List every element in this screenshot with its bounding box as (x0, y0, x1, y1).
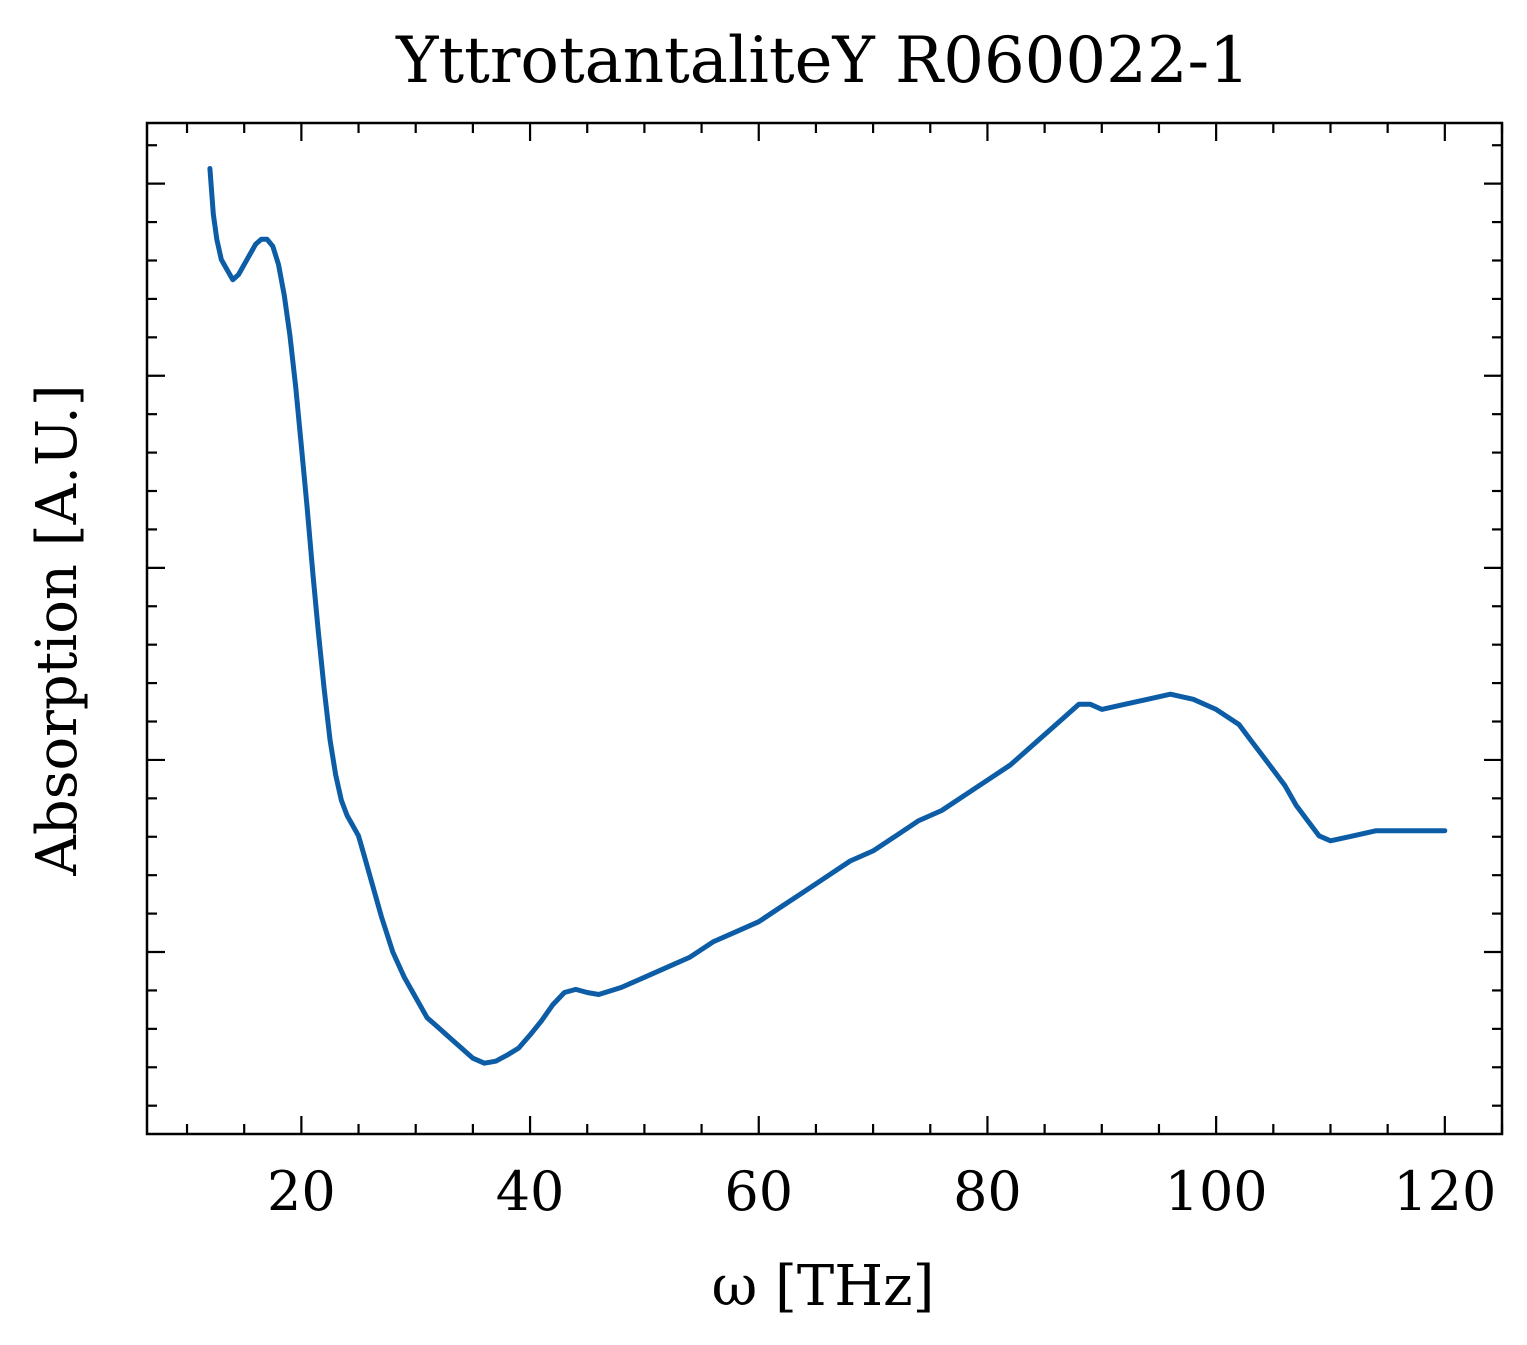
series-line (207, 166, 1448, 1066)
chart-title: YttrotantaliteY R060022-1 (395, 24, 1250, 98)
x-tick-label: 60 (724, 1160, 793, 1223)
x-tick-label: 100 (1165, 1160, 1268, 1223)
plot-area: 20 40 60 80 100 120 (145, 121, 1504, 1223)
x-tick-label: 120 (1393, 1160, 1496, 1223)
axis-ticks (147, 123, 1504, 1134)
x-tick-labels: 20 40 60 80 100 120 (267, 1160, 1496, 1223)
x-axis-label: ω [THz] (712, 1254, 935, 1319)
y-axis-label: Absorption [A.U.] (25, 384, 90, 876)
x-tick-label: 40 (496, 1160, 565, 1223)
x-tick-label: 20 (267, 1160, 336, 1223)
x-tick-label: 80 (953, 1160, 1022, 1223)
plot-frame (145, 121, 1504, 1136)
